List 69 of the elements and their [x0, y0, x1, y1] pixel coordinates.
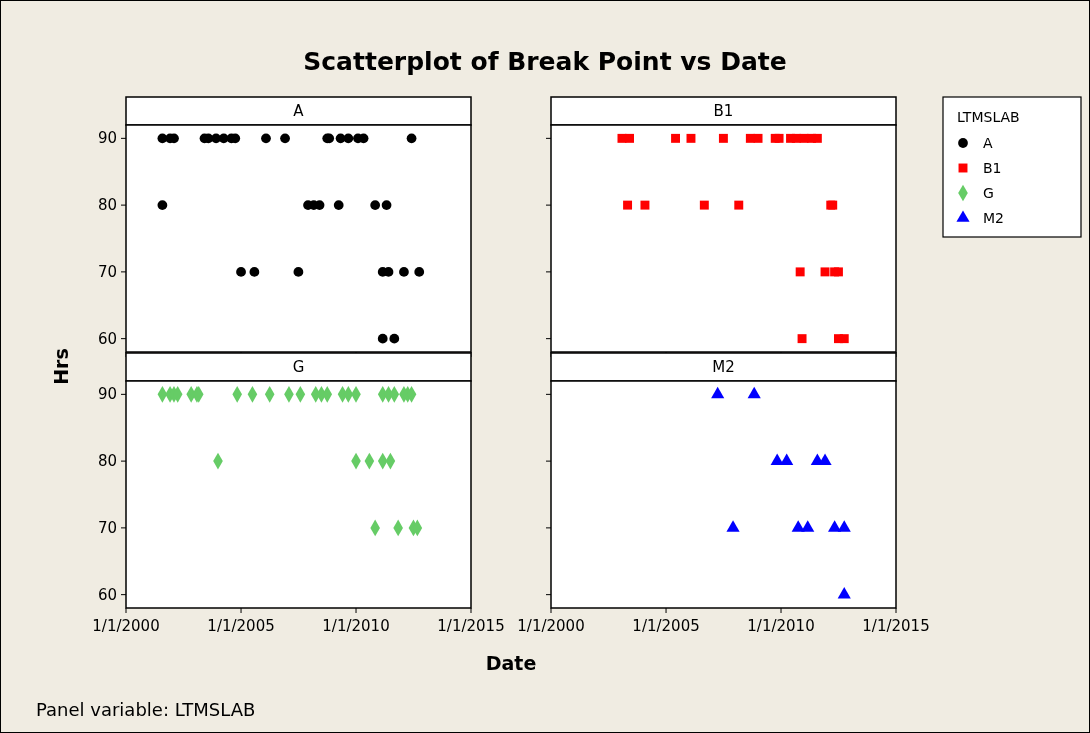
text: B1 — [713, 102, 734, 120]
y-tick-label: 60 — [97, 585, 117, 604]
point — [343, 133, 354, 144]
point — [837, 587, 851, 599]
point — [839, 334, 849, 344]
point — [791, 520, 805, 532]
y-tick-label: 90 — [97, 385, 117, 404]
point — [381, 200, 392, 210]
point — [711, 386, 725, 399]
point — [812, 133, 822, 143]
text: G — [292, 358, 305, 376]
point — [837, 520, 851, 532]
point — [333, 200, 344, 210]
x-tick-label: 1/1/2000 — [92, 617, 160, 635]
point — [399, 267, 409, 277]
point — [797, 334, 807, 344]
x-tick-label: 1/1/2010 — [322, 617, 390, 635]
point — [377, 333, 388, 344]
x-tick-label: 1/1/2005 — [207, 617, 275, 635]
point — [671, 133, 681, 143]
point — [280, 133, 290, 144]
point — [774, 133, 784, 143]
x-tick-label: 1/1/2015 — [862, 617, 930, 635]
point — [236, 267, 246, 277]
y-tick-label: 60 — [97, 329, 117, 348]
y-axis-title: Hrs — [50, 348, 72, 385]
point — [747, 386, 761, 399]
point — [625, 133, 634, 143]
point — [699, 200, 709, 210]
text: Panel variable: LTMSLAB — [36, 699, 256, 720]
point — [686, 133, 696, 143]
point — [261, 133, 271, 144]
y-tick-label: 90 — [97, 129, 117, 148]
point — [780, 453, 794, 465]
legend-label: B1 — [983, 160, 1002, 176]
point — [734, 200, 744, 210]
point — [406, 133, 417, 144]
point — [389, 333, 400, 344]
text: M2 — [712, 358, 735, 376]
point — [414, 267, 425, 277]
point — [828, 520, 842, 532]
y-tick-label: 70 — [97, 262, 117, 281]
text: Scatterplot of Break Point vs Date — [303, 47, 787, 76]
point — [157, 200, 168, 210]
point — [801, 520, 815, 532]
legend-title: LTMSLAB — [957, 109, 1020, 125]
point — [753, 133, 763, 143]
x-tick-label: 1/1/2010 — [747, 617, 815, 635]
legend-label: A — [983, 135, 993, 151]
y-tick-label: 70 — [97, 518, 117, 537]
x-tick-label: 1/1/2015 — [437, 617, 505, 635]
y-tick-label: 80 — [97, 452, 117, 471]
x-axis-title: Date — [485, 652, 537, 674]
point — [726, 520, 740, 532]
point — [370, 200, 381, 210]
point — [640, 200, 650, 210]
point — [249, 267, 260, 277]
x-tick-label: 1/1/2005 — [632, 617, 700, 635]
point — [623, 200, 633, 210]
x-tick-label: 1/1/2000 — [517, 617, 585, 635]
point — [795, 267, 805, 277]
point — [770, 453, 784, 465]
legend-label: M2 — [983, 210, 1004, 226]
text: A — [293, 102, 304, 120]
point — [293, 267, 304, 277]
point — [718, 133, 728, 143]
point — [820, 267, 830, 277]
legend-label: G — [983, 185, 994, 201]
y-tick-label: 80 — [97, 196, 117, 215]
